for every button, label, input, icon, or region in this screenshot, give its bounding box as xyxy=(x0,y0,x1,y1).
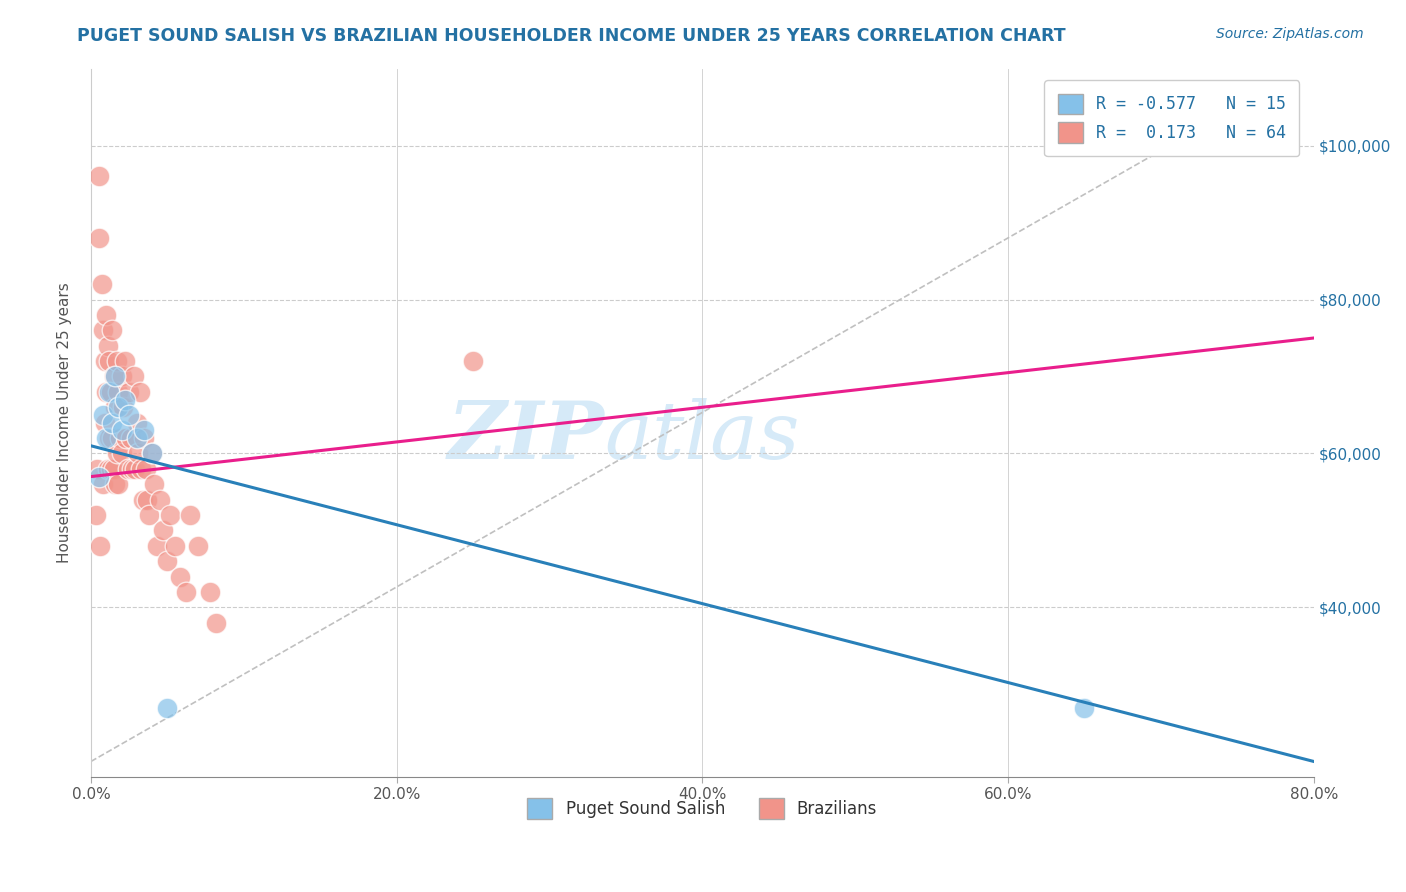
Point xyxy=(127,446,149,460)
Point xyxy=(93,416,115,430)
Point xyxy=(110,369,132,384)
Point xyxy=(96,384,118,399)
Point xyxy=(98,384,121,399)
Point xyxy=(110,424,132,438)
Point xyxy=(132,492,155,507)
Point xyxy=(96,308,118,322)
Point xyxy=(135,462,157,476)
Point xyxy=(98,431,121,445)
Point xyxy=(97,462,120,476)
Point xyxy=(103,369,125,384)
Point xyxy=(156,554,179,568)
Text: PUGET SOUND SALISH VS BRAZILIAN HOUSEHOLDER INCOME UNDER 25 YEARS CORRELATION CH: PUGET SOUND SALISH VS BRAZILIAN HOUSEHOL… xyxy=(77,27,1066,45)
Point xyxy=(100,384,122,399)
Point xyxy=(90,277,112,292)
Point xyxy=(136,492,159,507)
Point xyxy=(138,508,160,522)
Point xyxy=(156,700,179,714)
Point xyxy=(163,539,186,553)
Point xyxy=(101,416,124,430)
Point xyxy=(198,585,221,599)
Point xyxy=(93,354,115,368)
Point xyxy=(205,615,228,630)
Y-axis label: Householder Income Under 25 years: Householder Income Under 25 years xyxy=(58,283,72,563)
Point xyxy=(107,477,129,491)
Point xyxy=(131,462,153,476)
Point xyxy=(145,539,167,553)
Point xyxy=(134,431,156,445)
Point xyxy=(125,431,148,445)
Point xyxy=(87,231,110,245)
Point xyxy=(159,508,181,522)
Point xyxy=(87,169,110,184)
Point xyxy=(114,392,136,407)
Point xyxy=(461,354,484,368)
Point xyxy=(96,431,118,445)
Text: Source: ZipAtlas.com: Source: ZipAtlas.com xyxy=(1216,27,1364,41)
Point xyxy=(91,477,114,491)
Point xyxy=(117,462,139,476)
Point xyxy=(125,416,148,430)
Point xyxy=(104,401,127,415)
Point xyxy=(128,384,150,399)
Point xyxy=(86,462,108,476)
Point xyxy=(108,431,131,445)
Point xyxy=(91,323,114,337)
Point xyxy=(124,462,146,476)
Point xyxy=(120,431,142,445)
Point xyxy=(142,477,165,491)
Point xyxy=(179,508,201,522)
Point xyxy=(101,431,124,445)
Point xyxy=(101,323,124,337)
Point xyxy=(141,446,163,460)
Point xyxy=(97,339,120,353)
Point xyxy=(169,570,191,584)
Point xyxy=(104,477,127,491)
Point xyxy=(174,585,197,599)
Text: atlas: atlas xyxy=(605,398,800,475)
Point xyxy=(114,354,136,368)
Point xyxy=(122,369,145,384)
Point xyxy=(118,384,141,399)
Point xyxy=(107,384,129,399)
Point xyxy=(105,354,128,368)
Point xyxy=(103,462,125,476)
Point xyxy=(91,408,114,422)
Point xyxy=(110,446,132,460)
Point xyxy=(89,539,111,553)
Point xyxy=(107,401,129,415)
Point xyxy=(98,354,121,368)
Point xyxy=(152,524,174,538)
Legend: Puget Sound Salish, Brazilians: Puget Sound Salish, Brazilians xyxy=(520,791,884,825)
Point xyxy=(1073,700,1095,714)
Point xyxy=(121,462,143,476)
Point xyxy=(104,369,127,384)
Point xyxy=(100,462,122,476)
Point xyxy=(134,424,156,438)
Point xyxy=(141,446,163,460)
Point xyxy=(105,446,128,460)
Point xyxy=(115,431,138,445)
Point xyxy=(84,508,107,522)
Point xyxy=(112,401,135,415)
Point xyxy=(187,539,209,553)
Point xyxy=(118,408,141,422)
Text: ZIP: ZIP xyxy=(447,398,605,475)
Point xyxy=(149,492,172,507)
Point xyxy=(87,469,110,483)
